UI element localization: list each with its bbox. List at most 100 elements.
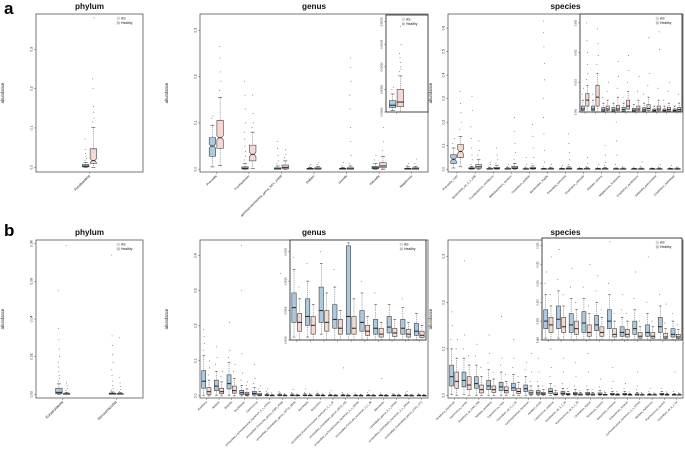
svg-text:0.0015: 0.0015 xyxy=(285,247,288,255)
svg-text:0.003: 0.003 xyxy=(575,19,578,26)
panel-a-label: a xyxy=(4,0,14,18)
a-phylum-group: phylum abundance 0.0 0.1 0.2 0.3 Fusobacteria A… xyxy=(0,2,144,192)
svg-text:Barnesiella: Barnesiella xyxy=(297,400,309,412)
svg-text:Roseburia_sp_CAG_309: Roseburia_sp_CAG_309 xyxy=(457,400,481,424)
svg-text:Odoribacter: Odoribacter xyxy=(373,400,386,413)
svg-text:0.00000: 0.00000 xyxy=(381,107,384,117)
svg-text:Prevotella_copri: Prevotella_copri xyxy=(442,174,459,191)
svg-text:0.00: 0.00 xyxy=(30,391,34,398)
svg-text:phylum: phylum xyxy=(75,228,104,237)
svg-text:Healthy: Healthy xyxy=(406,22,418,26)
svg-text:unclassified_Ruminococcaceae_b: unclassified_Ruminococcaceae_bacterium_3… xyxy=(290,400,335,445)
svg-text:Clostridium_sp_3_1_54: Clostridium_sp_3_1_54 xyxy=(495,400,517,422)
svg-text:Lachnospiraceae_bacterium: Lachnospiraceae_bacterium xyxy=(504,400,530,426)
svg-text:Alistipes: Alistipes xyxy=(211,400,221,410)
svg-text:0.02: 0.02 xyxy=(30,353,34,360)
svg-text:AS: AS xyxy=(121,16,126,20)
svg-text:0.0: 0.0 xyxy=(442,393,446,398)
svg-text:0.2: 0.2 xyxy=(194,74,198,79)
svg-text:0.1: 0.1 xyxy=(442,346,446,351)
svg-text:Roseburia: Roseburia xyxy=(197,400,209,412)
chart-b-genus: genus abundance 0.0 0.1 0.2 0.3 0.4 Roseburia Al… xyxy=(164,228,429,447)
svg-text:phylum: phylum xyxy=(75,2,104,11)
svg-text:AS: AS xyxy=(121,242,126,246)
svg-text:0.3: 0.3 xyxy=(194,28,198,33)
svg-text:Oscillibacter_sp_3_1_50: Oscillibacter_sp_3_1_50 xyxy=(544,400,567,423)
svg-text:Gemella: Gemella xyxy=(337,174,348,185)
svg-text:Fusobacteria: Fusobacteria xyxy=(73,174,91,192)
svg-text:0.2: 0.2 xyxy=(30,86,34,91)
svg-text:0.2: 0.2 xyxy=(442,120,446,125)
svg-text:Dialister_invisus: Dialister_invisus xyxy=(586,174,604,192)
svg-text:Bilophila: Bilophila xyxy=(223,400,233,410)
svg-text:0.0000: 0.0000 xyxy=(285,336,288,344)
svg-text:0.00005: 0.00005 xyxy=(381,84,384,94)
svg-text:0.3: 0.3 xyxy=(194,288,198,293)
chart-b-species: speciesabundance0.00.10.20.3Roseburia_in… xyxy=(428,228,684,437)
svg-text:Ruminococcus_lactaris: Ruminococcus_lactaris xyxy=(644,400,666,422)
svg-text:Healthy: Healthy xyxy=(660,21,672,25)
svg-text:Megamonas: Megamonas xyxy=(399,174,414,189)
svg-text:0.04: 0.04 xyxy=(30,316,34,323)
svg-text:0.2: 0.2 xyxy=(194,323,198,328)
svg-text:0.1: 0.1 xyxy=(30,126,34,131)
svg-text:0.0005: 0.0005 xyxy=(285,306,288,314)
svg-text:0.06: 0.06 xyxy=(30,278,34,285)
svg-text:0.002: 0.002 xyxy=(575,49,578,56)
svg-text:0.2: 0.2 xyxy=(442,300,446,305)
svg-text:0.015: 0.015 xyxy=(537,280,540,287)
svg-text:Healthy: Healthy xyxy=(121,21,133,25)
svg-text:0.005: 0.005 xyxy=(537,317,540,324)
svg-text:0.020: 0.020 xyxy=(537,261,540,268)
svg-text:Oscillibacter: Oscillibacter xyxy=(233,400,246,413)
svg-text:0.6: 0.6 xyxy=(442,26,446,31)
svg-text:Butyrivibrio: Butyrivibrio xyxy=(310,400,322,412)
svg-text:0.08: 0.08 xyxy=(30,240,34,247)
svg-text:0.000: 0.000 xyxy=(537,336,540,343)
svg-text:0.3: 0.3 xyxy=(442,96,446,101)
svg-text:abundance: abundance xyxy=(428,308,433,329)
b-phylum-group: phylum abundance 0.00 0.02 0.04 0.06 0.08 Eurya… xyxy=(0,228,144,421)
svg-text:AS: AS xyxy=(660,240,665,244)
svg-text:Klebsiella: Klebsiella xyxy=(369,174,381,186)
svg-text:0.1: 0.1 xyxy=(194,120,198,125)
svg-text:0.00020: 0.00020 xyxy=(381,17,384,27)
svg-text:abundance: abundance xyxy=(164,82,169,103)
svg-text:Healthy: Healthy xyxy=(660,245,672,249)
svg-text:unclassified_Lachnospiraceae_b: unclassified_Lachnospiraceae_bacterium_5… xyxy=(313,400,360,447)
svg-text:0.1: 0.1 xyxy=(442,143,446,148)
svg-text:Coprococcus_eutactus: Coprococcus_eutactus xyxy=(533,400,555,422)
svg-text:Clostridium_citroniae: Clostridium_citroniae xyxy=(564,174,586,196)
svg-text:AS: AS xyxy=(406,17,411,21)
svg-text:unclassified_Lachnospiraceae_b: unclassified_Lachnospiraceae_bacterium_3… xyxy=(224,400,271,447)
svg-text:abundance: abundance xyxy=(0,308,5,329)
svg-text:0.00015: 0.00015 xyxy=(381,39,384,49)
svg-text:Verrucomicrobia: Verrucomicrobia xyxy=(97,400,118,421)
svg-text:0.3: 0.3 xyxy=(442,254,446,259)
svg-text:0.000: 0.000 xyxy=(575,108,578,115)
svg-text:AS: AS xyxy=(404,242,409,246)
svg-text:Fusobacterium: Fusobacterium xyxy=(234,174,251,191)
svg-text:abundance: abundance xyxy=(164,308,169,329)
svg-text:abundance: abundance xyxy=(0,82,5,103)
svg-text:0.1: 0.1 xyxy=(194,358,198,363)
svg-text:Coprococcus: Coprococcus xyxy=(245,400,259,414)
svg-text:0.001: 0.001 xyxy=(575,79,578,86)
svg-text:genus: genus xyxy=(302,2,327,11)
chart-b-phylum: phylum abundance 0.00 0.02 0.04 0.06 0.08 Eurya… xyxy=(0,228,144,421)
svg-text:Dialister: Dialister xyxy=(305,174,315,184)
svg-text:0.3: 0.3 xyxy=(30,47,34,52)
svg-text:0.0: 0.0 xyxy=(442,167,446,172)
chart-a-genus: genus abundance 0.0 0.1 0.2 0.3 Prevotella Fuso… xyxy=(164,2,429,217)
inset-group: 0.00000 0.00005 0.00010 0.00015 0.00020 ASHea… xyxy=(381,14,429,117)
svg-text:0.00010: 0.00010 xyxy=(381,62,384,72)
svg-text:species: species xyxy=(550,2,580,11)
svg-text:0.010: 0.010 xyxy=(537,298,540,305)
panel-b-label: b xyxy=(4,221,15,240)
svg-text:Healthy: Healthy xyxy=(404,247,416,251)
svg-text:0.0: 0.0 xyxy=(194,167,198,172)
chart-a-species: species abundance 0.0 0.1 0.2 0.3 0.4 0.5 0.6 Pre… xyxy=(428,2,684,201)
